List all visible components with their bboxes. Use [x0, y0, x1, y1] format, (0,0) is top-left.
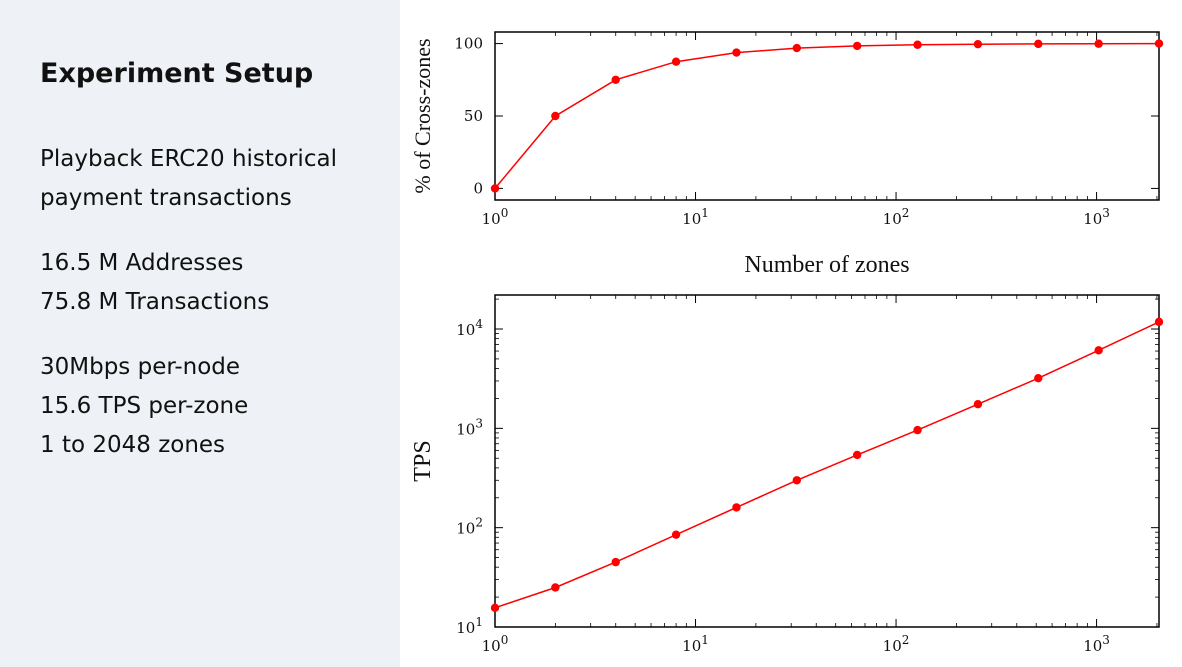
- series-line: [494, 42, 1160, 189]
- x-tick-label: 101: [682, 206, 709, 228]
- data-point: [611, 557, 620, 567]
- data-point: [1154, 39, 1164, 48]
- plot-frame: [494, 31, 1160, 201]
- dataset-description: Playback ERC20 historical payment transa…: [40, 140, 337, 218]
- data-point: [671, 530, 681, 539]
- y-tick-label: 103: [456, 416, 483, 438]
- text-line: 16.5 M Addresses: [40, 250, 244, 276]
- plot-frame: [494, 294, 1160, 628]
- data-point: [1034, 39, 1043, 49]
- data-point: [671, 57, 681, 66]
- text-line: payment transactions: [40, 185, 292, 211]
- data-point: [852, 450, 862, 460]
- data-point: [490, 603, 500, 613]
- y-tick-label: 0: [473, 179, 483, 197]
- x-tick-label: 100: [482, 633, 509, 655]
- x-tick-label: 103: [1083, 633, 1110, 655]
- y-tick-label: 101: [456, 615, 483, 637]
- y-tick-label: 102: [456, 516, 483, 538]
- left-panel: Experiment Setup Playback ERC20 historic…: [0, 0, 400, 667]
- data-point: [792, 476, 802, 485]
- text-line: 1 to 2048 zones: [40, 432, 226, 458]
- slide-title: Experiment Setup: [40, 58, 314, 89]
- data-point: [973, 400, 983, 409]
- y-tick-label: 104: [456, 317, 483, 339]
- cross-zone-chart: 100 101 102 103 0 50 100 % of Cross-zones Number…: [410, 31, 1164, 278]
- data-point: [551, 583, 560, 592]
- data-point: [1094, 39, 1103, 48]
- data-point: [792, 43, 802, 53]
- data-point: [1034, 373, 1043, 383]
- data-point: [973, 39, 983, 49]
- network-parameters: 30Mbps per-node 15.6 TPS per-zone 1 to 2…: [40, 348, 248, 465]
- x-tick-label: 103: [1083, 206, 1110, 228]
- data-point: [1154, 317, 1164, 327]
- text-line: 75.8 M Transactions: [40, 289, 270, 315]
- x-tick-label: 101: [682, 633, 709, 655]
- data-point: [913, 40, 922, 49]
- x-axis-label: Number of zones: [744, 252, 909, 278]
- data-point: [732, 48, 741, 57]
- y-tick-label: 50: [464, 107, 483, 125]
- x-tick-label: 100: [482, 206, 509, 228]
- data-point: [1094, 346, 1103, 355]
- y-tick-label: 100: [454, 35, 483, 53]
- data-point: [732, 503, 741, 512]
- x-tick-label: 102: [883, 206, 910, 228]
- data-point: [490, 184, 500, 193]
- series-line: [494, 321, 1160, 609]
- data-point: [551, 111, 560, 121]
- text-line: 30Mbps per-node: [40, 354, 241, 380]
- data-point: [852, 41, 862, 51]
- y-axis-label: TPS: [410, 440, 436, 481]
- text-line: Playback ERC20 historical: [40, 146, 337, 172]
- dataset-size: 16.5 M Addresses 75.8 M Transactions: [40, 244, 269, 322]
- y-axis-label: % of Cross-zones: [410, 38, 435, 193]
- data-point: [913, 425, 922, 435]
- text-line: 15.6 TPS per-zone: [40, 393, 249, 419]
- data-point: [611, 75, 620, 84]
- x-tick-label: 102: [883, 633, 910, 655]
